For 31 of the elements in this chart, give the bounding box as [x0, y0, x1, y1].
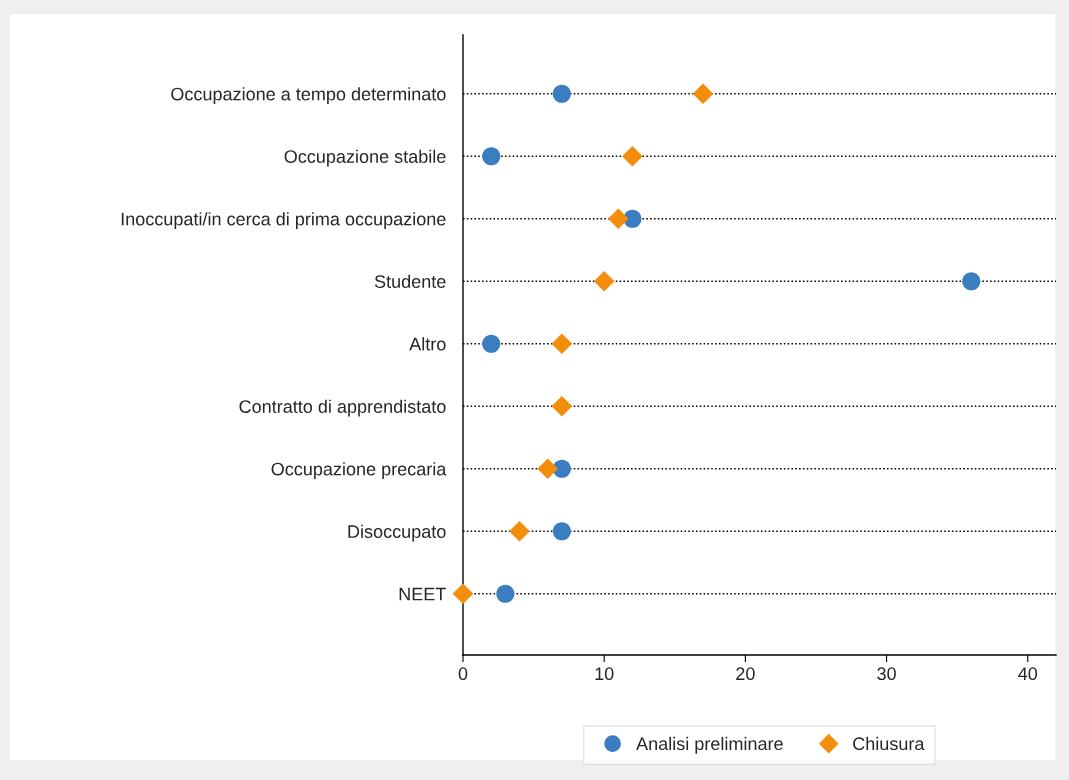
- point: [593, 270, 615, 292]
- point: [552, 84, 571, 103]
- y-tick-label: Contratto di apprendistato: [239, 399, 446, 417]
- point: [496, 584, 515, 603]
- point: [962, 272, 981, 291]
- point: [482, 147, 501, 166]
- y-tick-label: Occupazione precaria: [271, 462, 447, 480]
- x-tick-label: 0: [458, 667, 468, 681]
- legend-label: Chiusura: [853, 736, 925, 751]
- x-tick-label: 40: [1018, 667, 1038, 681]
- y-tick-label: Occupazione stabile: [284, 149, 446, 167]
- y-tick-label: Inoccupati/in cerca di prima occupazione: [121, 212, 446, 230]
- point: [692, 83, 714, 105]
- y-tick-label: Occupazione a tempo determinato: [171, 87, 446, 105]
- x-tick-label: 10: [595, 667, 614, 681]
- point: [551, 333, 573, 355]
- x-tick-label: 20: [736, 667, 755, 681]
- legend-label: Analisi preliminare: [636, 736, 783, 754]
- point: [509, 520, 530, 542]
- y-tick-label: Studente: [374, 274, 446, 288]
- x-tick-label: 30: [877, 667, 896, 681]
- point: [452, 583, 474, 605]
- point: [622, 145, 643, 167]
- point: [608, 208, 629, 230]
- point: [552, 522, 571, 541]
- point: [537, 458, 559, 480]
- point: [551, 395, 573, 417]
- point: [482, 334, 501, 353]
- y-tick-label: Disoccupato: [348, 524, 446, 542]
- y-tick-label: Altro: [409, 337, 446, 351]
- y-tick-label: NEET: [399, 587, 446, 601]
